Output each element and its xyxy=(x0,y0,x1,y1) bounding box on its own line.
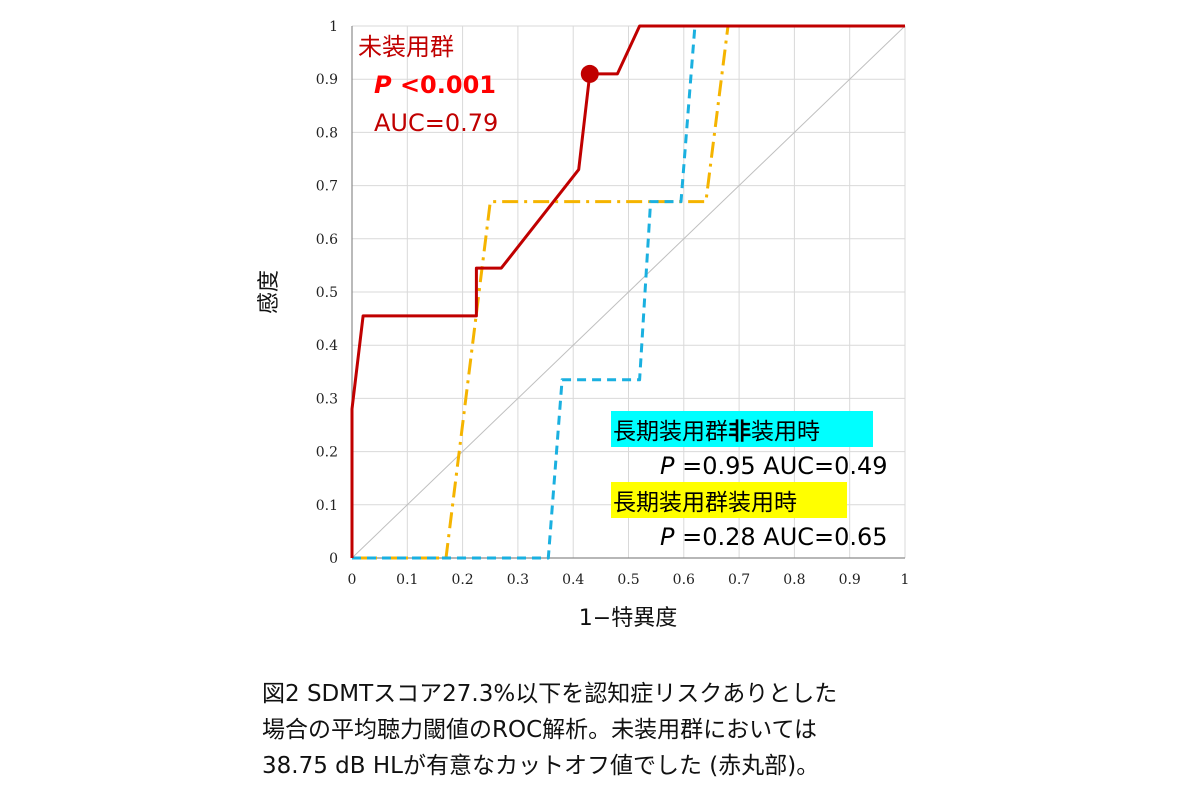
x-tick-label: 0.5 xyxy=(617,572,639,588)
nonwear-label: 長期装用群非装用時 xyxy=(613,419,820,445)
caption-line: 場合の平均聴力閾値のROC解析。未装用群においては xyxy=(262,717,817,743)
y-tick-labels: 0 0.1 0.2 0.3 0.4 0.5 0.6 0.7 0.8 0.9 1 xyxy=(316,19,338,567)
x-tick-label: 0.3 xyxy=(507,572,529,588)
unworn-label: 未装用群 xyxy=(358,33,454,61)
series-lines xyxy=(350,24,906,560)
y-tick-label: 0.1 xyxy=(316,498,338,514)
x-tick-label: 0.8 xyxy=(783,572,805,588)
x-tick-label: 0.1 xyxy=(396,572,418,588)
reference-diagonal xyxy=(351,25,906,559)
x-tick-label: 0 xyxy=(348,572,357,588)
x-tick-label: 0.9 xyxy=(839,572,861,588)
y-axis-title: 感度 xyxy=(257,270,282,314)
x-axis-title: 1−特異度 xyxy=(579,606,677,631)
wear-highlight xyxy=(611,482,847,518)
cutoff-marker xyxy=(580,64,599,83)
y-tick-label: 0 xyxy=(329,551,338,567)
series-line-solid xyxy=(350,24,905,558)
wear-stats: P =0.28 AUC=0.65 xyxy=(660,523,888,551)
y-tick-label: 0.2 xyxy=(316,445,338,461)
x-tick-labels: 0 0.1 0.2 0.3 0.4 0.5 0.6 0.7 0.8 0.9 1 xyxy=(348,572,910,588)
nonwear-stats: P =0.95 AUC=0.49 xyxy=(660,452,888,480)
caption-line: 図2 SDMTスコア27.3%以下を認知症リスクありとした xyxy=(262,681,838,707)
x-tick-label: 0.2 xyxy=(451,572,473,588)
nonwear-highlight xyxy=(611,411,873,447)
y-tick-label: 0.7 xyxy=(316,179,338,195)
y-tick-label: 1 xyxy=(329,19,338,35)
wear-label: 長期装用群装用時 xyxy=(613,490,797,516)
x-tick-label: 1 xyxy=(901,572,910,588)
caption-line: 38.75 dB HLが有意なカットオフ値でした (赤丸部)。 xyxy=(262,753,820,779)
figure-caption: 図2 SDMTスコア27.3%以下を認知症リスクありとした 場合の平均聴力閾値の… xyxy=(262,676,962,784)
y-tick-label: 0.6 xyxy=(316,232,338,248)
series-line-dashed xyxy=(352,24,905,560)
roc-chart: 0 0.1 0.2 0.3 0.4 0.5 0.6 0.7 0.8 0.9 1 0 0.1 0.2 0.3… xyxy=(257,19,910,631)
y-tick-label: 0.8 xyxy=(316,125,338,141)
y-tick-label: 0.4 xyxy=(316,338,338,354)
x-tick-label: 0.6 xyxy=(673,572,695,588)
x-tick-label: 0.4 xyxy=(562,572,584,588)
y-tick-label: 0.5 xyxy=(316,285,338,301)
unworn-auc: AUC=0.79 xyxy=(374,109,498,137)
annotations: 未装用群 P <0.001 AUC=0.79 長期装用群非装用時 P =0.95… xyxy=(358,33,888,551)
x-tick-label: 0.7 xyxy=(728,572,750,588)
y-tick-label: 0.3 xyxy=(316,391,338,407)
y-tick-label: 0.9 xyxy=(316,72,338,88)
cutoff-point xyxy=(580,64,599,83)
unworn-p-value: P <0.001 xyxy=(374,71,496,99)
